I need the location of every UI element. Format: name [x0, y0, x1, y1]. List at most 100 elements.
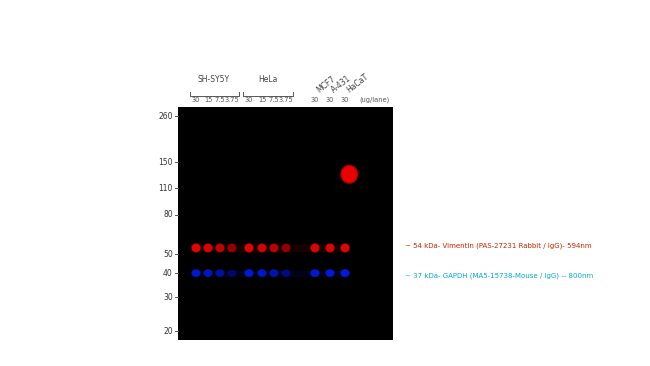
- Ellipse shape: [343, 271, 348, 275]
- Ellipse shape: [217, 270, 223, 276]
- Ellipse shape: [343, 168, 356, 181]
- Ellipse shape: [193, 245, 199, 251]
- Ellipse shape: [259, 245, 265, 251]
- Ellipse shape: [344, 168, 355, 180]
- Ellipse shape: [341, 270, 349, 276]
- Ellipse shape: [194, 271, 199, 275]
- Ellipse shape: [193, 245, 199, 251]
- Bar: [192, 245, 349, 251]
- Ellipse shape: [270, 270, 278, 276]
- Ellipse shape: [344, 169, 354, 179]
- Ellipse shape: [203, 244, 213, 252]
- Ellipse shape: [312, 271, 318, 275]
- Ellipse shape: [204, 270, 212, 276]
- Ellipse shape: [326, 244, 333, 251]
- Ellipse shape: [192, 244, 200, 251]
- Text: 3.75: 3.75: [279, 97, 293, 102]
- Ellipse shape: [193, 245, 199, 251]
- Ellipse shape: [204, 270, 212, 276]
- Ellipse shape: [342, 270, 348, 276]
- Ellipse shape: [270, 270, 278, 276]
- Ellipse shape: [341, 165, 358, 183]
- Text: 20: 20: [163, 327, 173, 336]
- Ellipse shape: [203, 269, 213, 277]
- Ellipse shape: [342, 167, 357, 182]
- Ellipse shape: [205, 270, 211, 276]
- Ellipse shape: [270, 244, 278, 252]
- Ellipse shape: [328, 271, 332, 275]
- Ellipse shape: [245, 270, 253, 276]
- Ellipse shape: [259, 270, 265, 276]
- Ellipse shape: [341, 270, 349, 276]
- Text: 15: 15: [258, 97, 266, 102]
- Text: ~ 37 kDa- GAPDH (MA5-15738-Mouse / IgG) -- 800nm: ~ 37 kDa- GAPDH (MA5-15738-Mouse / IgG) …: [405, 273, 593, 279]
- Ellipse shape: [326, 244, 334, 252]
- Ellipse shape: [343, 167, 356, 182]
- Ellipse shape: [257, 269, 266, 277]
- Ellipse shape: [246, 245, 252, 250]
- Ellipse shape: [192, 270, 200, 276]
- Ellipse shape: [341, 244, 348, 251]
- Ellipse shape: [259, 270, 265, 276]
- Text: 7.5: 7.5: [214, 97, 226, 102]
- Ellipse shape: [194, 245, 199, 250]
- Ellipse shape: [282, 244, 290, 252]
- Ellipse shape: [327, 245, 333, 251]
- Ellipse shape: [216, 244, 224, 252]
- Ellipse shape: [344, 169, 354, 179]
- Ellipse shape: [311, 270, 319, 276]
- Ellipse shape: [343, 245, 348, 250]
- Ellipse shape: [216, 244, 224, 251]
- Ellipse shape: [258, 270, 266, 276]
- Ellipse shape: [193, 270, 199, 276]
- Ellipse shape: [204, 244, 212, 251]
- Ellipse shape: [326, 270, 333, 276]
- Ellipse shape: [228, 244, 236, 252]
- Ellipse shape: [311, 270, 319, 276]
- Ellipse shape: [193, 271, 199, 276]
- Ellipse shape: [313, 271, 318, 275]
- Ellipse shape: [328, 271, 333, 275]
- Ellipse shape: [216, 244, 224, 252]
- Ellipse shape: [327, 245, 333, 251]
- Ellipse shape: [270, 244, 278, 252]
- Ellipse shape: [228, 244, 236, 251]
- Ellipse shape: [326, 270, 333, 276]
- Ellipse shape: [193, 270, 199, 276]
- Ellipse shape: [312, 245, 318, 251]
- Ellipse shape: [229, 244, 235, 251]
- Ellipse shape: [246, 245, 252, 251]
- Ellipse shape: [216, 269, 224, 277]
- Ellipse shape: [270, 269, 278, 277]
- Ellipse shape: [246, 245, 252, 251]
- Ellipse shape: [246, 270, 252, 276]
- Ellipse shape: [246, 271, 252, 275]
- Ellipse shape: [312, 245, 318, 251]
- Ellipse shape: [311, 269, 319, 277]
- Ellipse shape: [282, 244, 290, 252]
- Text: 30: 30: [192, 97, 200, 102]
- Ellipse shape: [327, 270, 333, 276]
- Ellipse shape: [313, 245, 318, 250]
- Ellipse shape: [204, 270, 212, 276]
- Ellipse shape: [205, 270, 211, 276]
- Ellipse shape: [341, 165, 358, 183]
- Ellipse shape: [259, 245, 265, 251]
- Ellipse shape: [246, 245, 252, 251]
- Text: 3.75: 3.75: [225, 97, 239, 102]
- Ellipse shape: [341, 166, 357, 183]
- Ellipse shape: [258, 244, 266, 251]
- Ellipse shape: [282, 244, 290, 251]
- Text: 30: 30: [311, 97, 319, 102]
- Ellipse shape: [245, 244, 253, 252]
- Ellipse shape: [192, 270, 200, 276]
- Ellipse shape: [205, 246, 211, 250]
- Ellipse shape: [271, 245, 277, 251]
- Ellipse shape: [281, 269, 291, 277]
- Ellipse shape: [245, 270, 253, 276]
- Ellipse shape: [312, 270, 318, 276]
- Text: 30: 30: [163, 293, 173, 302]
- Ellipse shape: [270, 270, 278, 276]
- Ellipse shape: [216, 270, 224, 276]
- Ellipse shape: [245, 270, 253, 276]
